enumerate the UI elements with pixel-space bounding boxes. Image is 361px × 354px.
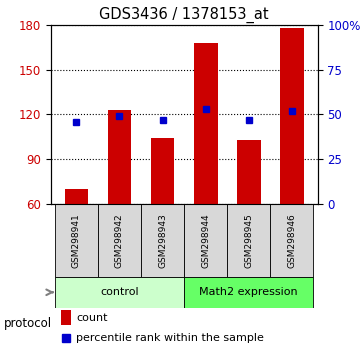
Text: GSM298946: GSM298946: [287, 213, 296, 268]
Text: protocol: protocol: [4, 318, 52, 330]
FancyBboxPatch shape: [184, 277, 313, 308]
Text: Math2 expression: Math2 expression: [199, 287, 298, 297]
Bar: [65, 189, 88, 204]
FancyBboxPatch shape: [98, 204, 141, 277]
FancyBboxPatch shape: [270, 204, 313, 277]
Text: control: control: [100, 287, 139, 297]
Text: GSM298943: GSM298943: [158, 213, 167, 268]
Text: percentile rank within the sample: percentile rank within the sample: [76, 333, 264, 343]
Bar: [151, 138, 174, 204]
FancyBboxPatch shape: [55, 204, 98, 277]
Bar: [194, 43, 218, 204]
FancyBboxPatch shape: [55, 277, 184, 308]
Bar: [280, 28, 304, 204]
Bar: [61, 310, 71, 325]
Text: GSM298944: GSM298944: [201, 213, 210, 268]
Text: GSM298941: GSM298941: [72, 213, 81, 268]
FancyBboxPatch shape: [227, 204, 270, 277]
Title: GDS3436 / 1378153_at: GDS3436 / 1378153_at: [99, 7, 269, 23]
Text: count: count: [76, 313, 108, 323]
Text: GSM298942: GSM298942: [115, 213, 124, 268]
FancyBboxPatch shape: [141, 204, 184, 277]
FancyBboxPatch shape: [184, 204, 227, 277]
Text: GSM298945: GSM298945: [244, 213, 253, 268]
Bar: [108, 110, 131, 204]
Bar: [237, 140, 261, 204]
